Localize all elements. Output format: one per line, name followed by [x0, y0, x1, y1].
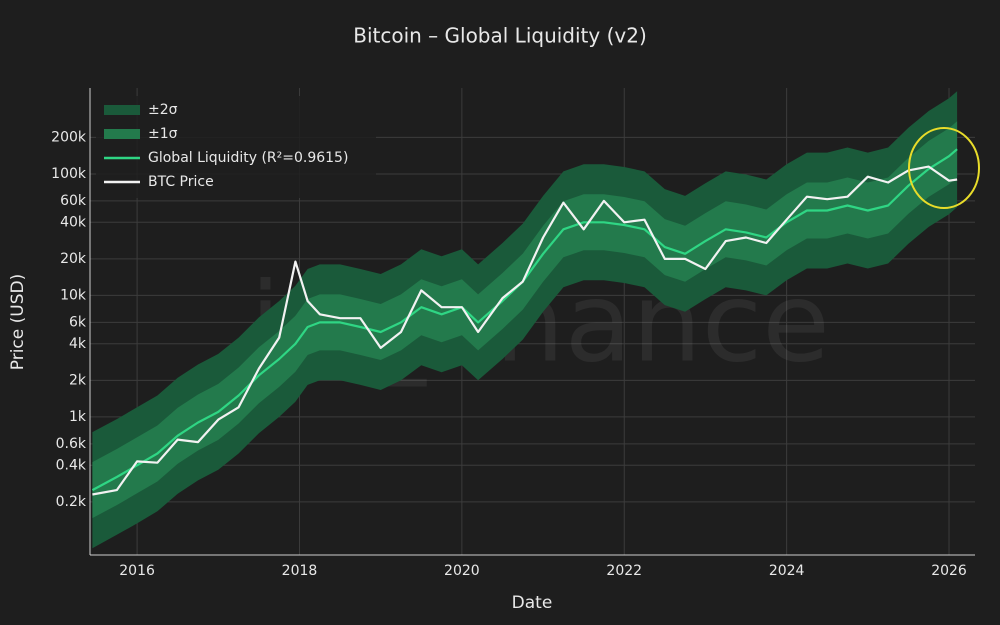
- y-tick-label: 0.4k: [56, 457, 87, 473]
- legend-label: ±2σ: [148, 102, 178, 118]
- legend: ±2σ ±1σ Global Liquidity (R²=0.9615) BTC Pr…: [96, 96, 376, 198]
- y-tick-label: 0.2k: [56, 494, 87, 510]
- band-area: [92, 121, 958, 519]
- y-axis-title: Price (USD): [8, 274, 28, 370]
- y-tick-label: 60k: [60, 193, 87, 209]
- axes: 2016 2018 2020 2022 2024 2026 0.2k 0.4k 0.6k 1k 2k…: [51, 129, 967, 579]
- x-tick-label: 2026: [931, 563, 967, 579]
- legend-label: ±1σ: [148, 126, 178, 142]
- x-tick-label: 2016: [119, 563, 155, 579]
- chart-title: Bitcoin – Global Liquidity (v2): [353, 24, 647, 48]
- plot-area: [91, 91, 958, 549]
- legend-label: Global Liquidity (R²=0.9615): [148, 150, 348, 166]
- legend-swatch: [104, 105, 140, 115]
- y-tick-label: 1k: [69, 409, 87, 425]
- x-axis-title: Date: [512, 593, 553, 613]
- y-tick-label: 4k: [69, 336, 87, 352]
- x-tick-label: 2024: [769, 563, 805, 579]
- y-tick-label: 2k: [69, 372, 87, 388]
- x-tick-label: 2020: [444, 563, 480, 579]
- y-tick-label: 0.6k: [56, 436, 87, 452]
- y-tick-label: 100k: [51, 166, 87, 182]
- x-tick-label: 2018: [282, 563, 318, 579]
- legend-swatch: [104, 129, 140, 139]
- y-tick-label: 10k: [60, 287, 87, 303]
- legend-background: [96, 96, 376, 198]
- series-line: [92, 165, 958, 496]
- legend-label: BTC Price: [148, 174, 214, 190]
- y-tick-label: 6k: [69, 314, 87, 330]
- y-tick-label: 40k: [60, 214, 87, 230]
- x-tick-label: 2022: [606, 563, 642, 579]
- highlight-circle: [908, 127, 980, 209]
- y-tick-label: 200k: [51, 129, 87, 145]
- y-tick-label: 20k: [60, 251, 87, 267]
